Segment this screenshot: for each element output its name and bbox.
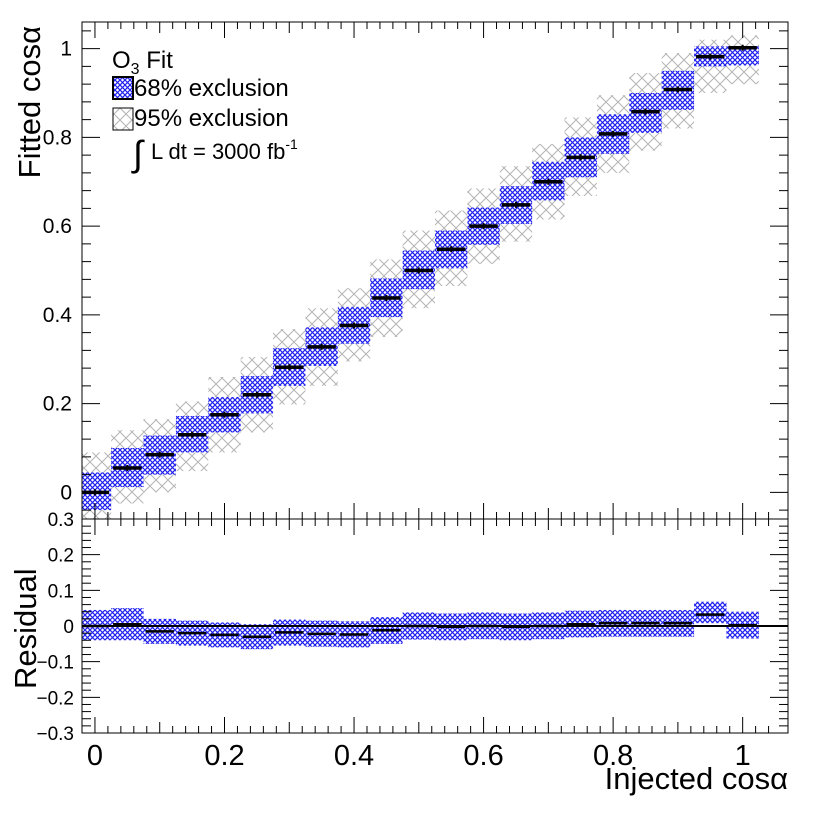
res-ytick-label-3: 0 bbox=[63, 617, 74, 638]
xtick-label-5: 1 bbox=[735, 740, 751, 772]
main-ytick-label-0: 0 bbox=[60, 481, 72, 504]
legend-integral-sign: ∫ bbox=[131, 133, 145, 174]
xtick-label-3: 0.6 bbox=[463, 740, 503, 772]
res-band68-19 bbox=[694, 601, 727, 624]
legend-lumi: L dt = 3000 fb-1 bbox=[151, 136, 298, 164]
main-ytick-label-5: 1 bbox=[60, 38, 72, 61]
residual-ylabel: Residual bbox=[8, 568, 43, 689]
legend-label-68: 68% exclusion bbox=[134, 75, 289, 102]
res-ytick-label-1: −0.2 bbox=[36, 688, 74, 709]
res-ytick-label-4: 0.1 bbox=[48, 581, 74, 602]
main-ytick-label-1: 0.2 bbox=[43, 393, 72, 416]
res-ytick-label-5: 0.2 bbox=[48, 546, 74, 567]
main-ytick-label-3: 0.6 bbox=[43, 215, 72, 238]
res-ytick-label-0: −0.3 bbox=[36, 724, 74, 745]
legend-swatch-68 bbox=[112, 76, 134, 100]
legend-label-95: 95% exclusion bbox=[134, 105, 289, 132]
legend-title: O3 Fit bbox=[112, 47, 173, 78]
xtick-label-4: 0.8 bbox=[593, 740, 633, 772]
res-ytick-label-6: 0.3 bbox=[48, 510, 74, 531]
legend-swatch-95 bbox=[112, 107, 134, 131]
xtick-label-2: 0.4 bbox=[334, 740, 374, 772]
xlabel: Injected cosα bbox=[605, 761, 788, 796]
res-ytick-label-2: −0.1 bbox=[36, 653, 74, 674]
main-ytick-label-4: 0.8 bbox=[43, 126, 72, 149]
main-ytick-label-2: 0.4 bbox=[43, 304, 73, 327]
xtick-label-1: 0.2 bbox=[204, 740, 244, 772]
main-ylabel: Fitted cosα bbox=[12, 26, 47, 178]
xtick-label-0: 0 bbox=[87, 740, 103, 772]
band68-20 bbox=[726, 46, 759, 66]
